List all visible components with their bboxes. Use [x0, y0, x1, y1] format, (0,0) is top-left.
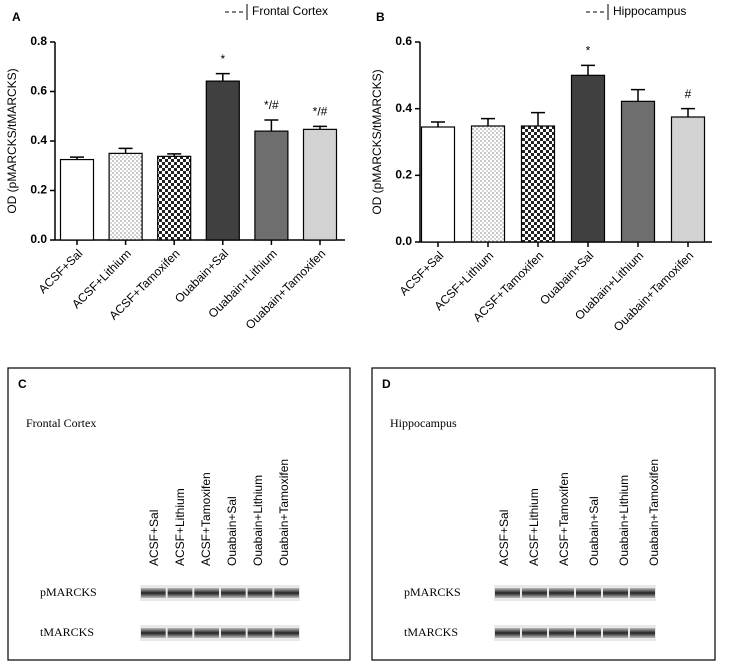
lane-label: ACSF+Sal: [147, 510, 161, 566]
blot-band: [576, 628, 601, 638]
bar: [520, 125, 556, 243]
y-tick-label: 0.6: [395, 34, 412, 48]
blot-band: [194, 628, 219, 638]
error-bar: [264, 119, 279, 132]
annotation: *: [220, 52, 225, 66]
x-tick-label: Ouabain+Tamoxifen: [243, 246, 329, 332]
annotation: *: [586, 44, 591, 58]
row-label: pMARCKS: [40, 585, 97, 599]
blot-band: [549, 588, 574, 598]
y-tick-label: 0.4: [395, 101, 412, 115]
bar: [59, 158, 95, 241]
row-label: tMARCKS: [404, 625, 458, 639]
error-bar: [118, 147, 133, 154]
panel-label: D: [382, 377, 391, 391]
bar: [570, 74, 606, 243]
bar: [205, 80, 240, 241]
blot-band: [167, 628, 193, 638]
blot-band: [274, 628, 299, 638]
y-tick-label: 0.0: [30, 232, 47, 246]
bar: [157, 155, 192, 241]
blot-band: [495, 588, 520, 598]
annotation: #: [685, 87, 692, 101]
row-label: pMARCKS: [404, 585, 461, 599]
panel-label: A: [12, 10, 21, 24]
lane-label: Ouabain+Sal: [587, 496, 601, 566]
y-tick-label: 0.6: [30, 84, 47, 98]
y-axis-label: OD (pMARCKS/tMARCKS): [370, 69, 384, 214]
error-bar: [313, 125, 327, 130]
error-bar: [681, 107, 695, 117]
panel-frame: [7, 367, 351, 661]
blot-band: [274, 588, 299, 598]
blot-band: [247, 628, 273, 638]
blot-band: [141, 588, 166, 598]
error-bar: [581, 64, 595, 76]
error-bar: [215, 72, 230, 82]
y-axis-label: OD (pMARCKS/tMARCKS): [5, 68, 19, 213]
y-tick-label: 0.2: [395, 168, 412, 182]
blot-band: [603, 628, 628, 638]
blot-band: [630, 628, 655, 638]
lane-label: Ouabain+Tamoxifen: [277, 459, 291, 566]
blot-title: Frontal Cortex: [26, 416, 96, 430]
bar: [302, 128, 338, 241]
bar: [108, 152, 143, 241]
error-bar: [631, 88, 645, 102]
panel-label: C: [18, 377, 27, 391]
blot-band: [167, 588, 193, 598]
blot-band: [630, 588, 655, 598]
blot-band: [247, 588, 273, 598]
lane-label: ACSF+Sal: [497, 510, 511, 566]
blot-band: [522, 588, 547, 598]
error-bar: [70, 156, 84, 160]
y-tick-label: 0.2: [30, 183, 47, 197]
lane-label: Ouabain+Lithium: [617, 475, 631, 566]
blot-band: [495, 628, 520, 638]
blot-band: [221, 588, 246, 598]
bar: [254, 130, 289, 241]
lane-label: Ouabain+Lithium: [251, 475, 265, 566]
bar: [420, 126, 456, 243]
annotation: */#: [264, 98, 279, 112]
legend-label: Hippocampus: [613, 4, 686, 18]
blot-band: [221, 628, 246, 638]
lane-label: ACSF+Lithium: [527, 488, 541, 566]
lane-label: ACSF+Tamoxifen: [199, 472, 213, 566]
row-label: tMARCKS: [40, 625, 94, 639]
blot-band: [576, 588, 601, 598]
error-bar: [431, 121, 445, 127]
y-tick-label: 0.8: [30, 34, 47, 48]
x-tick-label: ACSF+Sal: [397, 248, 447, 298]
error-bar: [531, 111, 545, 126]
blot-band: [603, 588, 628, 598]
annotation: */#: [313, 105, 328, 119]
lane-label: ACSF+Tamoxifen: [557, 472, 571, 566]
lane-label: ACSF+Lithium: [173, 488, 187, 566]
blot-band: [522, 628, 547, 638]
blot-band: [549, 628, 574, 638]
error-bar: [167, 153, 182, 157]
error-bar: [481, 117, 495, 126]
blot-title: Hippocampus: [390, 416, 457, 430]
bar: [470, 125, 506, 243]
bar: [670, 116, 706, 243]
x-tick-label: ACSF+Sal: [36, 246, 86, 296]
y-tick-label: 0.4: [30, 133, 47, 147]
bar: [620, 100, 656, 243]
blot-band: [194, 588, 219, 598]
panel-frame: [371, 367, 716, 661]
legend-label: Frontal Cortex: [252, 4, 328, 18]
y-tick-label: 0.0: [395, 234, 412, 248]
panel-label: B: [376, 10, 385, 24]
lane-label: Ouabain+Sal: [225, 496, 239, 566]
blot-band: [141, 628, 166, 638]
lane-label: Ouabain+Tamoxifen: [647, 459, 661, 566]
